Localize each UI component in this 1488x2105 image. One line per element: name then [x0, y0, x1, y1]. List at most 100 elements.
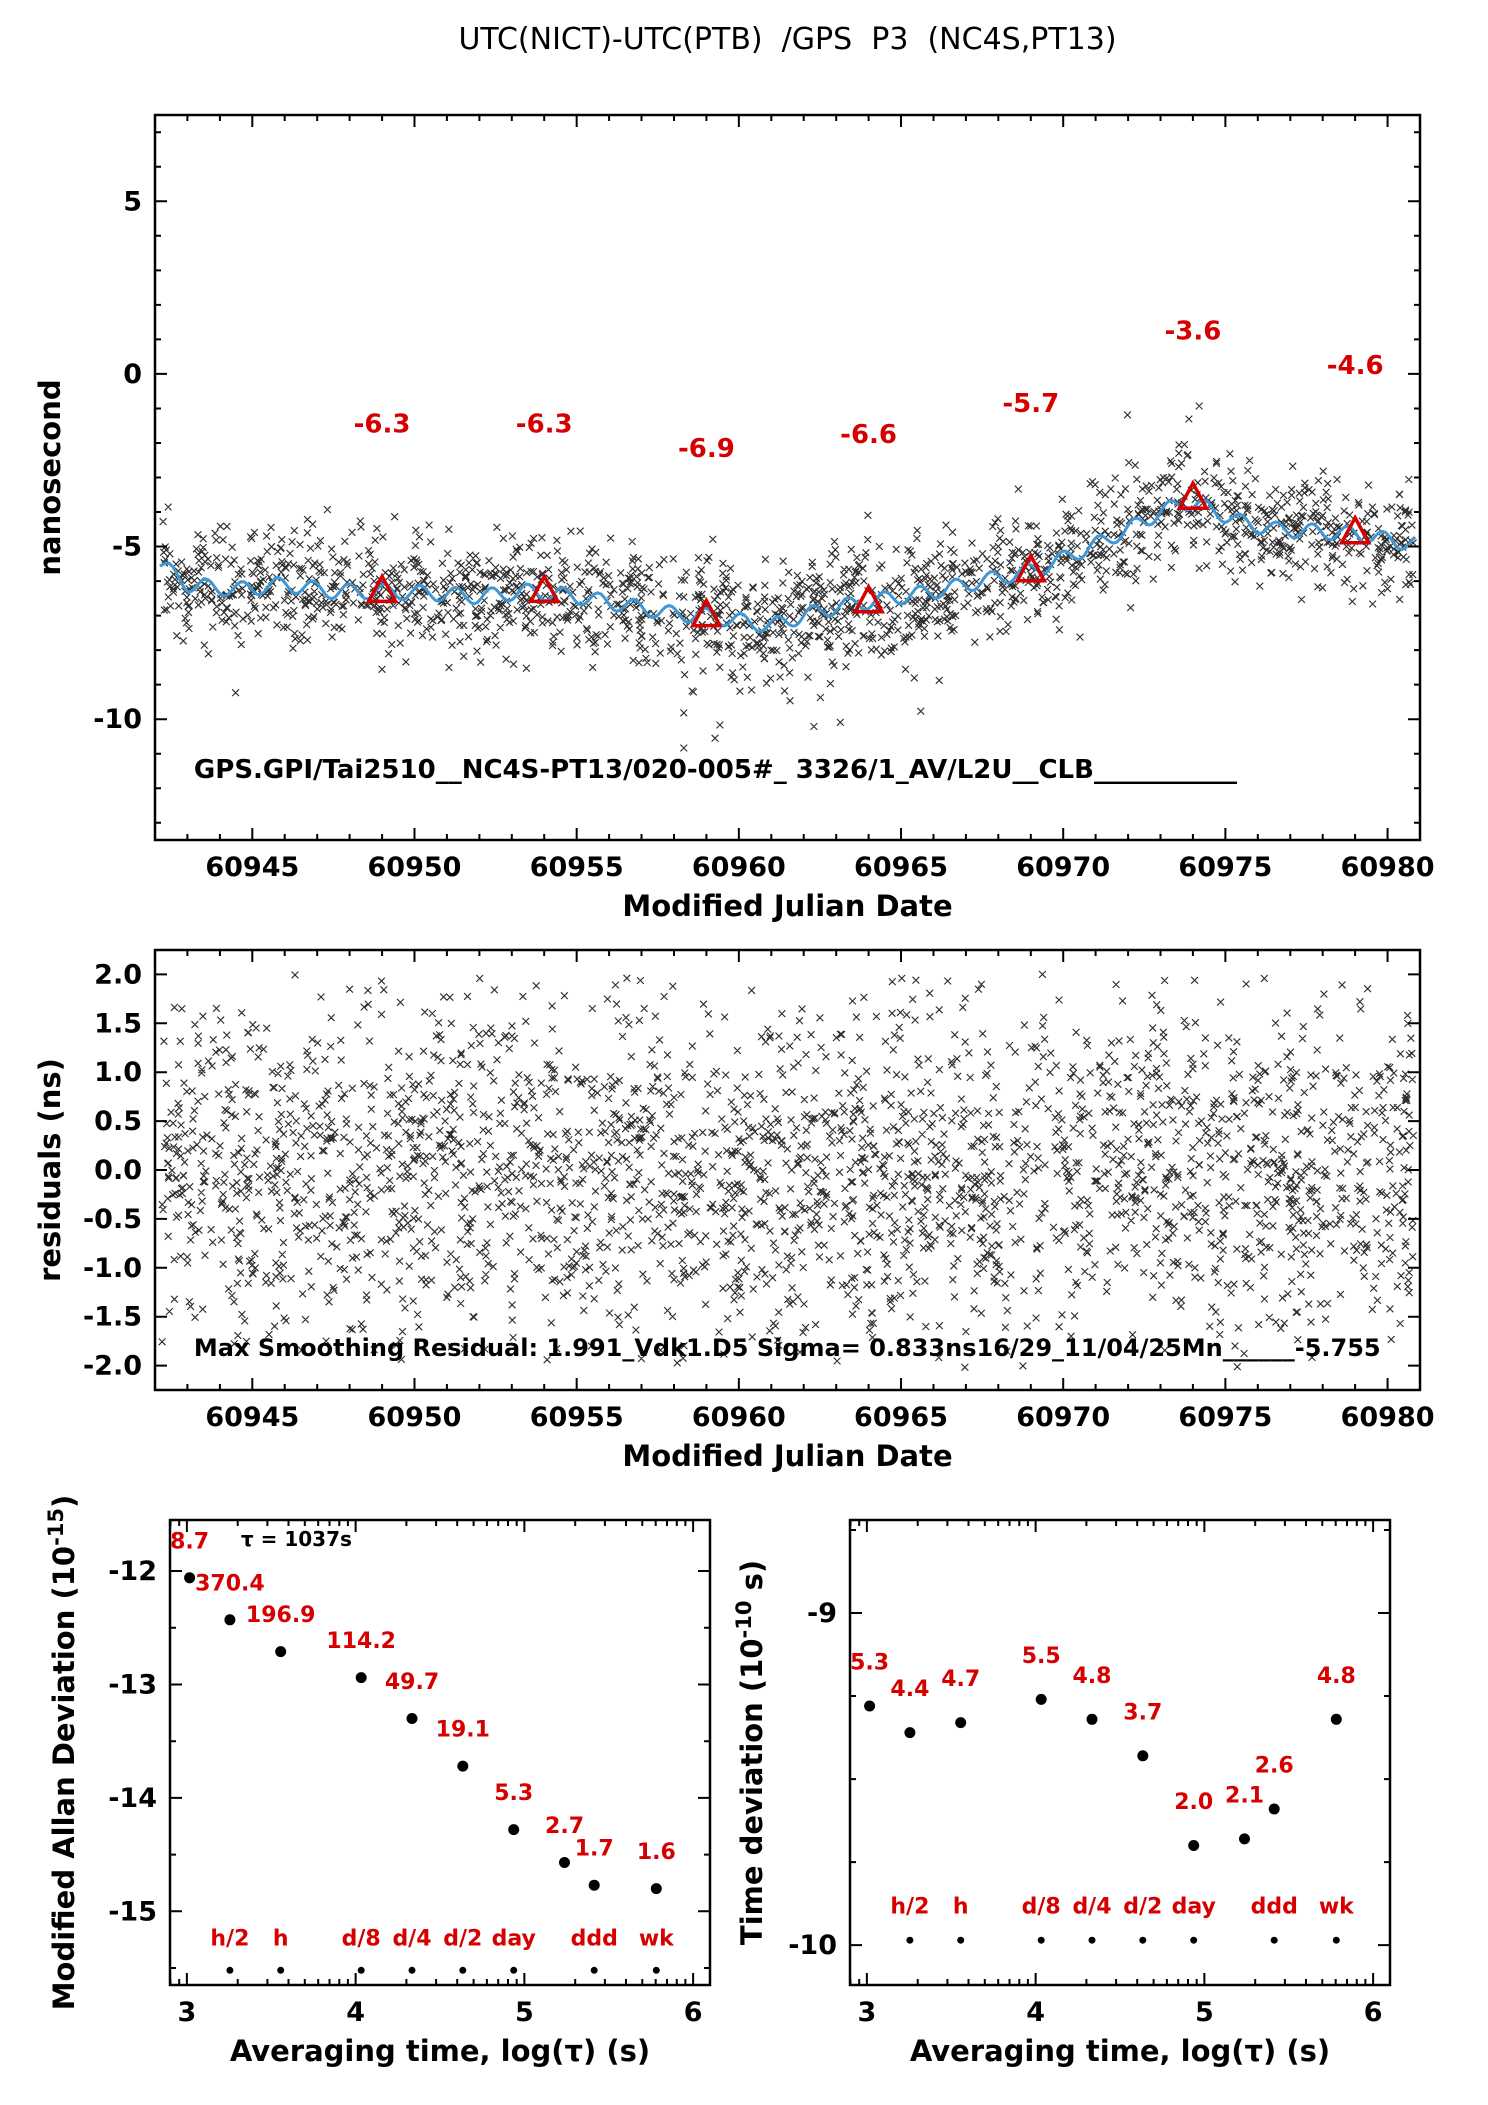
data-point: [1268, 1803, 1280, 1815]
point-value-label: 2.7: [545, 1814, 584, 1839]
point-value-label: 4.4: [890, 1677, 929, 1702]
point-value-label: 196.9: [246, 1603, 316, 1628]
data-point: [1239, 1833, 1250, 1845]
point-value-label: 370.4: [195, 1571, 265, 1596]
time-row-dot: [1190, 1936, 1198, 1944]
time-row-dot: [1270, 1936, 1278, 1944]
marker-value-label: -6.6: [840, 420, 897, 450]
y-tick-label: -13: [108, 1669, 157, 1700]
x-tick-label: 60955: [530, 852, 624, 883]
data-point: [406, 1713, 418, 1724]
x-tick-label: 60950: [368, 852, 462, 883]
y-tick-label: -2.0: [83, 1351, 142, 1382]
y-tick-label: -10: [93, 704, 142, 735]
y-tick-label: 1.0: [94, 1057, 142, 1088]
data-point: [457, 1760, 469, 1772]
time-row-dot: [408, 1966, 416, 1974]
point-value-label: 8.7: [170, 1529, 209, 1554]
nanosecond-chart: -6.3 -6.3 -6.9 -6.6 -5.7 -3.6 -4.6 60945 60950 60…: [33, 113, 1435, 923]
time-row-dot: [957, 1936, 965, 1944]
axis-ticks: [154, 950, 1421, 1390]
point-value-label: 3.7: [1123, 1700, 1162, 1725]
time-row-dot: [226, 1966, 234, 1974]
x-tick-label: 60970: [1016, 1402, 1110, 1433]
residual-scatter: [158, 970, 1418, 1372]
x-tick-label: 60970: [1016, 852, 1110, 883]
y-axis-label: nanosecond: [33, 379, 67, 575]
y-axis-label: Time deviation (10-10 s): [732, 1560, 769, 1945]
averaging-interval-label: wk: [1319, 1895, 1355, 1920]
point-value-label: 1.6: [637, 1840, 676, 1865]
y-tick-label: 0: [123, 359, 142, 390]
y-tick-label: -15: [108, 1896, 157, 1927]
time-row-dot: [906, 1936, 914, 1944]
time-row-dot: [1139, 1936, 1147, 1944]
x-tick-label: 60945: [205, 852, 299, 883]
x-tick-label: 4: [1026, 1997, 1045, 2028]
point-value-label: 49.7: [385, 1670, 439, 1695]
y-tick-label: 1.5: [94, 1008, 142, 1039]
time-row-dot: [1088, 1936, 1096, 1944]
data-point: [508, 1824, 520, 1836]
y-axis-label: Modified Allan Deviation (10-15): [44, 1495, 81, 2011]
tdev-chart: 5.34.4 4.7 5.5 4.8 3.7 2.0 2.1 2.6 4.8 h/2 h d/8 d/4…: [732, 1518, 1392, 2068]
point-value-label: 4.7: [941, 1667, 980, 1692]
point-value-label: 4.8: [1317, 1664, 1356, 1689]
point-value-label: 5.3: [494, 1781, 533, 1806]
data-point: [1137, 1750, 1149, 1762]
data-point: [588, 1879, 600, 1891]
y-tick-label: 0.5: [94, 1106, 142, 1137]
data-point: [955, 1717, 967, 1729]
x-tick-label: 5: [1195, 1997, 1214, 2028]
data-point: [904, 1727, 916, 1739]
marker-value-label: -6.9: [678, 434, 735, 464]
data-point: [224, 1614, 236, 1626]
marker-value-label: -3.6: [1165, 316, 1222, 346]
marker-value-label: -4.6: [1327, 351, 1384, 381]
time-row-dot: [510, 1966, 518, 1974]
plot-frame: [848, 1518, 1392, 1987]
data-point: [1188, 1840, 1200, 1851]
x-axis-label: Averaging time, log(τ) (s): [910, 2034, 1330, 2068]
y-tick-label: -0.5: [83, 1204, 142, 1235]
y-tick-label: -12: [108, 1556, 157, 1587]
y-tick-label: -1.0: [83, 1253, 142, 1284]
x-tick-label: 60980: [1341, 1402, 1435, 1433]
triangle-marker: [1014, 552, 1048, 583]
time-row-dot: [590, 1966, 598, 1974]
averaging-interval-label: h/2: [890, 1895, 929, 1920]
triangle-marker: [689, 596, 723, 628]
y-tick-label: -5: [112, 532, 142, 563]
y-tick-label: 0.0: [94, 1155, 142, 1186]
x-axis-label: Averaging time, log(τ) (s): [230, 2034, 650, 2068]
averaging-interval-label: day: [492, 1926, 536, 1951]
x-tick-label: 3: [177, 1997, 196, 2028]
annotation-text: GPS.GPI/Tai2510__NC4S-PT13/020-005#_ 332…: [194, 755, 1237, 785]
triangle-marker: [852, 583, 886, 614]
averaging-interval-label: d/4: [392, 1926, 431, 1951]
data-point: [355, 1672, 367, 1684]
x-tick-label: 4: [346, 1997, 365, 2028]
point-value-label: 5.3: [850, 1650, 889, 1675]
y-tick-label: 2.0: [94, 959, 142, 990]
point-value-label: 19.1: [436, 1718, 490, 1743]
annotation-text: Max Smoothing Residual: 1.991_Vdk1.D5 Si…: [194, 1334, 1381, 1362]
residuals-chart: 60945 60950 60955 60960 60965 60970 60975 60980…: [33, 948, 1435, 1473]
point-value-label: 1.7: [575, 1837, 614, 1862]
axis-ticks: [154, 115, 1421, 840]
x-tick-label: 60980: [1341, 852, 1435, 883]
axis-ticks: [169, 1520, 710, 1985]
averaging-interval-label: day: [1172, 1895, 1216, 1920]
x-tick-label: 60960: [692, 852, 786, 883]
averaging-interval-label: ddd: [571, 1926, 618, 1951]
point-value-label: 2.1: [1225, 1783, 1264, 1808]
averaging-interval-label: h: [273, 1926, 289, 1951]
y-tick-label: -9: [807, 1598, 837, 1629]
x-axis-label: Modified Julian Date: [622, 1439, 952, 1473]
plot-frame: [168, 1518, 712, 1987]
x-tick-label: 60975: [1178, 1402, 1272, 1433]
mdev-chart: 8.7 370.4 196.9 114.2 49.7 19.1 5.3 2.71.7 1.6 h/…: [44, 1495, 712, 2068]
averaging-interval-label: d/2: [443, 1926, 482, 1951]
marker-value-label: -6.3: [516, 410, 573, 440]
